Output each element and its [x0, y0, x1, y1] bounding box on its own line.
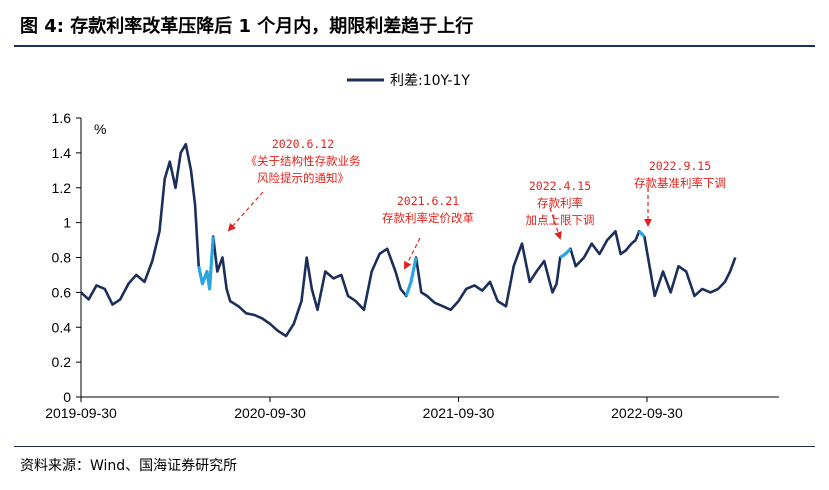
legend-label: 利差:10Y-1Y: [390, 73, 470, 89]
annotation-arrow: [549, 207, 562, 240]
y-tick-label: 1.2: [52, 180, 72, 196]
source-note: 资料来源：Wind、国海证券研究所: [20, 458, 238, 474]
annotation-text: 《关于结构性存款业务: [246, 154, 361, 168]
x-tick-label: 2019-09-30: [45, 405, 117, 421]
title-rule: [14, 45, 815, 47]
y-tick-label: 1.6: [52, 110, 72, 126]
annotation-arrow: [227, 191, 264, 232]
y-tick-label: 0: [63, 389, 71, 405]
source-rule: [14, 446, 815, 447]
annotation-text: 风险提示的通知》: [257, 171, 349, 185]
highlight-segment: [638, 230, 646, 238]
annotation-arrow: [404, 237, 421, 270]
annotation-text: 2022.9.15: [649, 159, 711, 173]
annotation-text: 2020.6.12: [272, 137, 334, 151]
y-unit-label: %: [94, 121, 106, 137]
annotation-text: 存款基准利率下调: [634, 176, 726, 190]
y-axis: 0 0.2 0.4 0.6 0.8 1 1.2 1.4 1.6: [52, 110, 82, 405]
y-tick-label: 1: [63, 215, 71, 231]
annotation-text: 2022.4.15: [529, 179, 591, 193]
legend: 利差:10Y-1Y: [347, 73, 470, 89]
highlight-segment: [197, 236, 215, 291]
y-tick-label: 0.2: [52, 354, 72, 370]
highlight-segment: [559, 247, 572, 259]
y-tick-label: 0.8: [52, 250, 72, 266]
annotation-text: 加点上限下调: [526, 213, 595, 227]
y-tick-label: 0.4: [52, 319, 72, 335]
x-tick-label: 2020-09-30: [234, 405, 306, 421]
x-tick-label: 2021-09-30: [423, 405, 495, 421]
x-axis: 2019-09-30 2020-09-30 2021-09-30 2022-09-30: [45, 396, 779, 421]
figure-title: 图 4: 存款利率改革压降后 1 个月内，期限利差趋于上行: [20, 16, 474, 37]
y-tick-label: 0.6: [52, 284, 72, 300]
highlight-layer: [197, 230, 646, 297]
highlight-segment: [404, 257, 418, 297]
spread-series-line: [80, 142, 737, 338]
x-tick-label: 2022-09-30: [611, 405, 683, 421]
annotation-text: 2021.6.21: [397, 194, 459, 208]
annotation-text: 存款利率: [537, 196, 583, 210]
spread-line-chart: 利差:10Y-1Y % 0 0.2 0.4 0.6 0.8 1 1.2 1.4 1.6 2019…: [45, 73, 779, 421]
series-layer: [80, 142, 737, 338]
y-tick-label: 1.4: [52, 145, 72, 161]
annotation-text: 存款利率定价改革: [382, 211, 474, 225]
